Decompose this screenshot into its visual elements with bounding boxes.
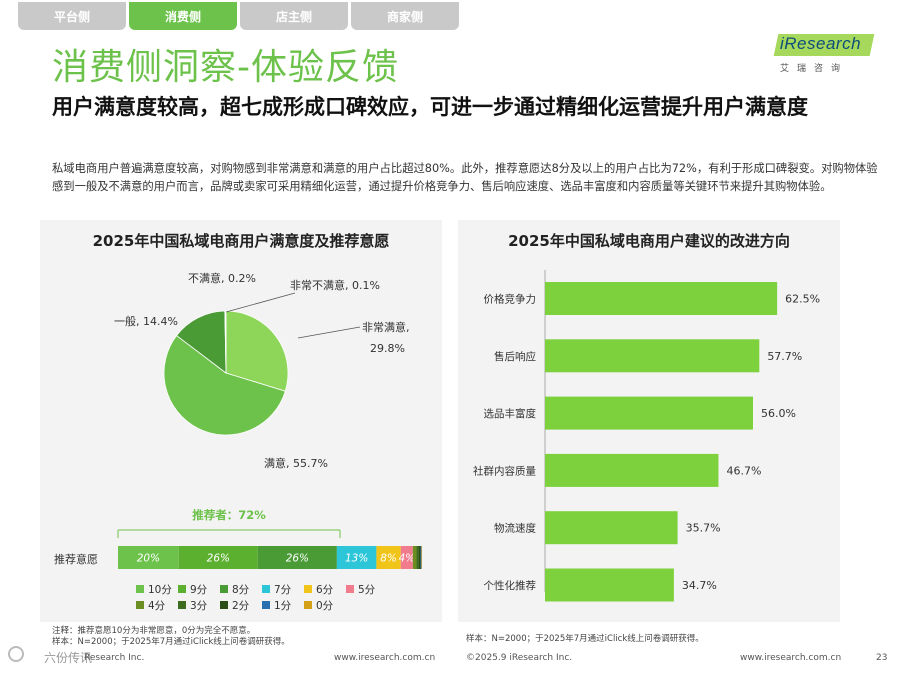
stacked-segment-4 bbox=[376, 546, 401, 569]
stacked-segment-7 bbox=[416, 546, 419, 569]
stacked-segment-2 bbox=[257, 546, 337, 569]
leader-very-dissatisfied bbox=[225, 292, 296, 313]
stacked-segment-10 bbox=[421, 546, 422, 569]
page-number: 23 bbox=[876, 653, 888, 663]
legend-label-1: 9分 bbox=[190, 584, 208, 596]
stacked-segment-8 bbox=[418, 546, 421, 569]
stacked-segment-label-0: 20% bbox=[137, 553, 160, 565]
improvement-panel: 2025年中国私域电商用户建议的改进方向 价格竞争力 62.5% 售后响应 57.7%… bbox=[458, 220, 840, 622]
improvement-value-1: 57.7% bbox=[767, 350, 802, 363]
legend-swatch-9 bbox=[262, 601, 270, 609]
improvement-bar-4 bbox=[545, 511, 678, 545]
pie-slice-2 bbox=[176, 310, 227, 374]
iresearch-logo: iResearch 艾瑞咨询 bbox=[773, 30, 876, 78]
pie-label-very-satisfied-value: 29.8% bbox=[370, 342, 405, 355]
stacked-segment-3 bbox=[336, 546, 377, 569]
stacked-segment-label-2: 26% bbox=[286, 553, 309, 565]
legend-swatch-10 bbox=[304, 601, 312, 609]
improvement-value-2: 56.0% bbox=[761, 407, 796, 420]
legend-swatch-4 bbox=[304, 585, 312, 593]
leader-very-satisfied bbox=[297, 326, 361, 339]
page-subtitle: 用户满意度较高，超七成形成口碑效应，可进一步通过精细化运营提升用户满意度 bbox=[52, 95, 808, 119]
watermark-icon bbox=[8, 646, 24, 662]
pie-label-dissatisfied: 不满意, 0.2% bbox=[188, 271, 256, 285]
improvement-value-0: 62.5% bbox=[785, 293, 820, 306]
pie-slice-0 bbox=[225, 310, 289, 392]
legend-label-9: 1分 bbox=[274, 600, 292, 612]
stacked-segment-label-1: 26% bbox=[207, 553, 230, 565]
stacked-segment-1 bbox=[178, 546, 258, 569]
tab-platform[interactable]: 平台侧 bbox=[18, 2, 126, 30]
section-tabs: 平台侧 消费侧 店主侧 商家侧 bbox=[18, 2, 459, 30]
footer-left-url: www.iresearch.com.cn bbox=[334, 653, 436, 663]
improvement-chart: 价格竞争力 62.5% 售后响应 57.7% 选品丰富度 56.0% 社群内容质量 46.7%… bbox=[473, 270, 820, 602]
pie-label-satisfied: 满意, 55.7% bbox=[264, 456, 328, 470]
improvement-value-5: 34.7% bbox=[682, 579, 717, 592]
legend-swatch-7 bbox=[178, 601, 186, 609]
footer-right-url: www.iresearch.com.cn bbox=[740, 653, 842, 663]
improvement-bar-2 bbox=[545, 396, 753, 430]
stacked-segment-0 bbox=[118, 546, 179, 569]
tab-consumer[interactable]: 消费侧 bbox=[129, 2, 237, 30]
note-line-2: 样本：N=2000；于2025年7月通过iClick线上问卷调研获得。 bbox=[52, 637, 290, 647]
satisfaction-chart: 不满意, 0.2% 非常不满意, 0.1% 一般, 14.4% 非常满意, 29… bbox=[54, 271, 422, 612]
watermark-text: 六份传讯 bbox=[44, 651, 93, 665]
stacked-segment-label-4: 8% bbox=[380, 553, 397, 565]
tab-shopowner[interactable]: 店主侧 bbox=[240, 2, 348, 30]
legend-swatch-0 bbox=[136, 585, 144, 593]
improvement-bar-1 bbox=[545, 339, 760, 373]
improvement-bar-3 bbox=[545, 453, 719, 487]
page-description: 私域电商用户普遍满意度较高，对购物感到非常满意和满意的用户占比超过80%。此外，… bbox=[52, 162, 878, 193]
logo-name: iResearch bbox=[780, 34, 862, 53]
legend-label-0: 10分 bbox=[148, 584, 172, 596]
legend-swatch-3 bbox=[262, 585, 270, 593]
logo-subtitle: 艾瑞咨询 bbox=[780, 64, 849, 74]
improvement-value-4: 35.7% bbox=[686, 522, 721, 535]
pie-slice-1 bbox=[163, 334, 286, 436]
footer-right-copyright: ©2025.9 iResearch Inc. bbox=[466, 653, 573, 663]
stacked-segment-label-3: 13% bbox=[345, 553, 368, 565]
legend-label-5: 5分 bbox=[358, 584, 376, 596]
legend-label-2: 8分 bbox=[232, 584, 250, 596]
improvement-category-2: 选品丰富度 bbox=[484, 407, 537, 420]
stacked-segment-9 bbox=[420, 546, 422, 569]
legend-label-7: 3分 bbox=[190, 600, 208, 612]
legend-label-8: 2分 bbox=[232, 600, 250, 612]
satisfaction-chart-title: 2025年中国私域电商用户满意度及推荐意愿 bbox=[92, 232, 390, 250]
note-line-1: 注释：推荐意愿10分为非常愿意，0分为完全不愿意。 bbox=[52, 626, 256, 636]
improvement-bar-5 bbox=[545, 568, 674, 602]
improvement-chart-title: 2025年中国私域电商用户建议的改进方向 bbox=[508, 232, 790, 250]
satisfaction-panel: 2025年中国私域电商用户满意度及推荐意愿 不满意, 0.2% 非常不满意, 0… bbox=[40, 220, 442, 622]
improvement-category-1: 售后响应 bbox=[494, 350, 536, 363]
stacked-segment-5 bbox=[400, 546, 413, 569]
notes-left: 注释：推荐意愿10分为非常愿意，0分为完全不愿意。 样本：N=2000；于202… bbox=[52, 626, 290, 648]
legend-swatch-2 bbox=[220, 585, 228, 593]
legend-swatch-1 bbox=[178, 585, 186, 593]
footer-left-copyright: Research Inc. bbox=[84, 653, 145, 663]
improvement-category-5: 个性化推荐 bbox=[484, 579, 537, 592]
improvement-category-0: 价格竞争力 bbox=[484, 293, 537, 306]
pie-label-general: 一般, 14.4% bbox=[114, 315, 178, 328]
legend-swatch-5 bbox=[346, 585, 354, 593]
stacked-row-label: 推荐意愿 bbox=[54, 552, 98, 566]
legend-swatch-8 bbox=[220, 601, 228, 609]
pie-label-very-dissatisfied: 非常不满意, 0.1% bbox=[290, 278, 380, 292]
stacked-segment-label-5: 4% bbox=[398, 553, 415, 565]
legend-label-6: 4分 bbox=[148, 600, 166, 612]
promoter-label: 推荐者：72% bbox=[192, 508, 266, 522]
legend-label-4: 6分 bbox=[316, 584, 334, 596]
improvement-category-4: 物流速度 bbox=[494, 522, 536, 535]
legend-label-10: 0分 bbox=[316, 600, 334, 612]
stacked-segment-6 bbox=[412, 546, 417, 569]
improvement-bar-0 bbox=[545, 282, 778, 315]
notes-right: 样本：N=2000；于2025年7月通过iClick线上问卷调研获得。 bbox=[466, 634, 704, 644]
pie-label-very-satisfied: 非常满意, bbox=[362, 320, 410, 334]
improvement-value-3: 46.7% bbox=[726, 464, 761, 477]
legend-label-3: 7分 bbox=[274, 584, 292, 596]
tab-merchant[interactable]: 商家侧 bbox=[351, 2, 459, 30]
page-title: 消费侧洞察-体验反馈 bbox=[52, 47, 399, 88]
improvement-category-3: 社群内容质量 bbox=[473, 464, 536, 477]
legend-swatch-6 bbox=[136, 601, 144, 609]
